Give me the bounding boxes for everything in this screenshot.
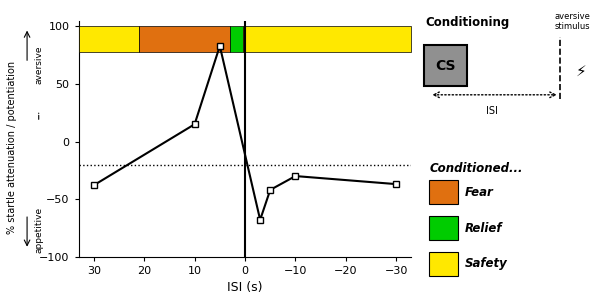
Text: Fear: Fear xyxy=(465,186,494,199)
Text: Safety: Safety xyxy=(465,257,508,271)
Text: ⚡: ⚡ xyxy=(576,64,586,79)
FancyBboxPatch shape xyxy=(424,45,467,86)
Bar xyxy=(430,252,458,276)
Bar xyxy=(230,27,243,52)
Text: ISI: ISI xyxy=(486,106,498,116)
Bar xyxy=(430,216,458,240)
Text: CS: CS xyxy=(435,59,456,73)
Bar xyxy=(430,180,458,204)
Text: appetitive: appetitive xyxy=(35,207,44,253)
Bar xyxy=(243,27,411,52)
Text: aversive: aversive xyxy=(35,46,44,84)
Bar xyxy=(79,27,139,52)
Text: aversive
stimulus: aversive stimulus xyxy=(554,12,590,31)
Bar xyxy=(139,27,230,52)
Text: Conditioned...: Conditioned... xyxy=(430,162,523,175)
Text: % startle attenuation / potentiation: % startle attenuation / potentiation xyxy=(7,61,17,234)
Text: Relief: Relief xyxy=(465,222,503,235)
Text: Conditioning: Conditioning xyxy=(426,16,510,29)
X-axis label: ISI (s): ISI (s) xyxy=(227,281,263,294)
